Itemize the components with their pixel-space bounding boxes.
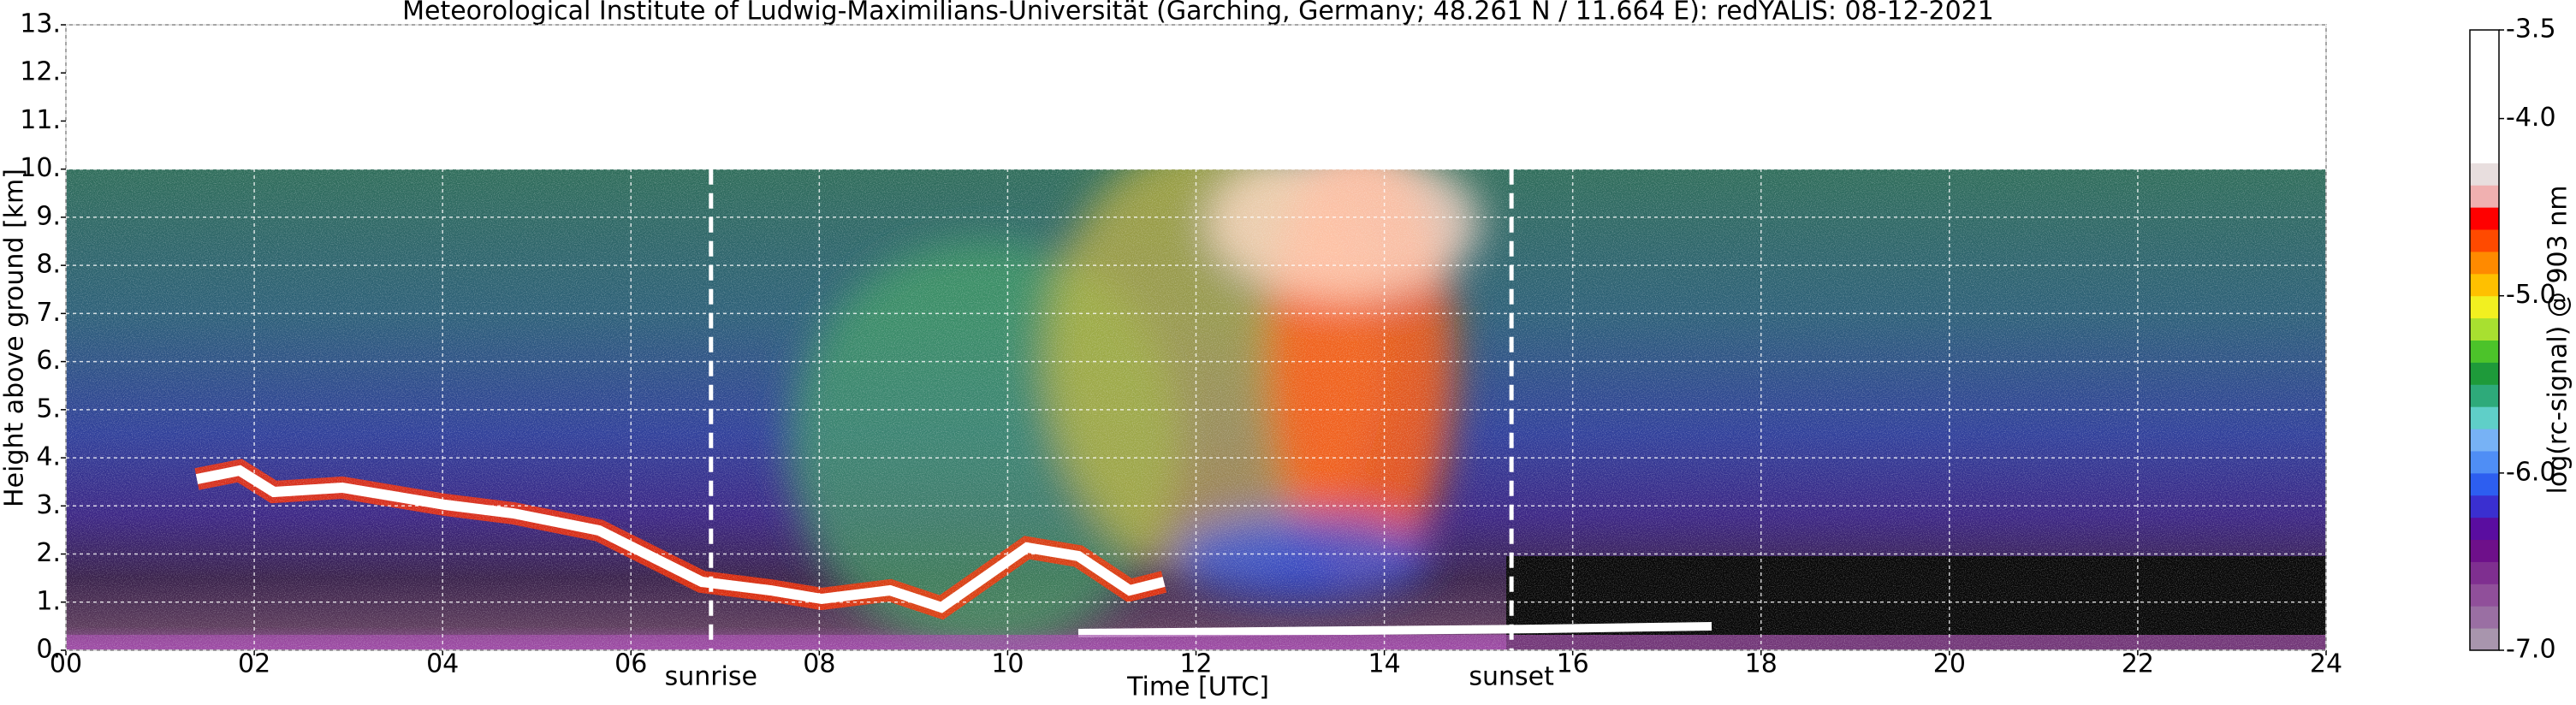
y-tick-label: 7. <box>36 298 61 328</box>
colorbar-tick-label: -3.5 <box>2506 15 2556 44</box>
colorbar-segment <box>2470 362 2499 385</box>
colorbar-segment <box>2470 207 2499 230</box>
colorbar-segment <box>2470 406 2499 430</box>
heatmap-image <box>66 169 2326 650</box>
colorbar-segment <box>2470 30 2499 53</box>
y-tick-label: 8. <box>36 250 61 280</box>
colorbar-segment <box>2470 517 2499 541</box>
colorbar-segment <box>2470 96 2499 120</box>
colorbar-segment <box>2470 140 2499 163</box>
colorbar-segment <box>2470 628 2499 651</box>
y-tick-label: 11. <box>20 105 61 135</box>
colorbar-segment <box>2470 118 2499 141</box>
annotation-label: sunrise <box>665 662 757 692</box>
colorbar-segment <box>2470 584 2499 607</box>
colorbar-segment <box>2470 185 2499 208</box>
y-tick-label: 2. <box>36 538 61 568</box>
x-tick-label: 14 <box>1368 649 1400 679</box>
y-tick-label: 0. <box>36 635 61 665</box>
colorbar-tick-label: -5.0 <box>2506 280 2556 310</box>
y-tick-label: 10. <box>20 153 61 183</box>
y-tick-label: 12. <box>20 57 61 87</box>
y-tick-label: 9. <box>36 201 61 231</box>
y-tick-label: 1. <box>36 586 61 616</box>
x-tick-label: 24 <box>2310 649 2342 679</box>
colorbar-segment <box>2470 495 2499 518</box>
colorbar-segment <box>2470 251 2499 275</box>
y-tick-label: 6. <box>36 346 61 376</box>
x-tick-label: 18 <box>1745 649 1778 679</box>
y-tick-label: 13. <box>20 9 61 39</box>
chart-title: Meteorological Institute of Ludwig-Maxim… <box>402 0 1994 27</box>
x-tick-label: 06 <box>614 649 647 679</box>
colorbar-segment <box>2470 51 2499 75</box>
annotation-label: sunset <box>1469 662 1554 692</box>
colorbar-segment <box>2470 74 2499 98</box>
colorbar-segment <box>2470 472 2499 496</box>
x-tick-label: 00 <box>50 649 82 679</box>
x-tick-label: 12 <box>1179 649 1212 679</box>
colorbar-segment <box>2470 384 2499 407</box>
y-tick-label: 5. <box>36 394 61 424</box>
colorbar-segment <box>2470 539 2499 562</box>
colorbar-segment <box>2470 561 2499 584</box>
colorbar-frame <box>2469 29 2500 651</box>
x-tick-label: 10 <box>991 649 1024 679</box>
y-axis-label: Height above ground [km] <box>0 169 30 507</box>
colorbar-segment <box>2470 295 2499 319</box>
x-axis-label: Time [UTC] <box>1126 672 1269 702</box>
x-tick-label: 02 <box>238 649 270 679</box>
colorbar-segment <box>2470 606 2499 629</box>
x-tick-label: 08 <box>803 649 835 679</box>
colorbar-tick-label: -7.0 <box>2506 635 2556 665</box>
colorbar-tick-label: -4.0 <box>2506 103 2556 133</box>
colorbar-segment <box>2470 340 2499 363</box>
colorbar-tick-label: -6.0 <box>2506 457 2556 487</box>
x-tick-label: 20 <box>1933 649 1966 679</box>
x-tick-label: 04 <box>426 649 459 679</box>
colorbar-segment <box>2470 229 2499 252</box>
colorbar-segment <box>2470 273 2499 297</box>
colorbar-segment <box>2470 429 2499 452</box>
y-tick-label: 4. <box>36 442 61 472</box>
colorbar-segment <box>2470 450 2499 474</box>
colorbar-segment <box>2470 163 2499 186</box>
x-tick-label: 16 <box>1557 649 1589 679</box>
colorbar-segment <box>2470 317 2499 341</box>
colorbar-label: log(rc-signal) @ 903 nm <box>2543 186 2573 495</box>
x-tick-label: 22 <box>2122 649 2154 679</box>
y-tick-label: 3. <box>36 490 61 520</box>
